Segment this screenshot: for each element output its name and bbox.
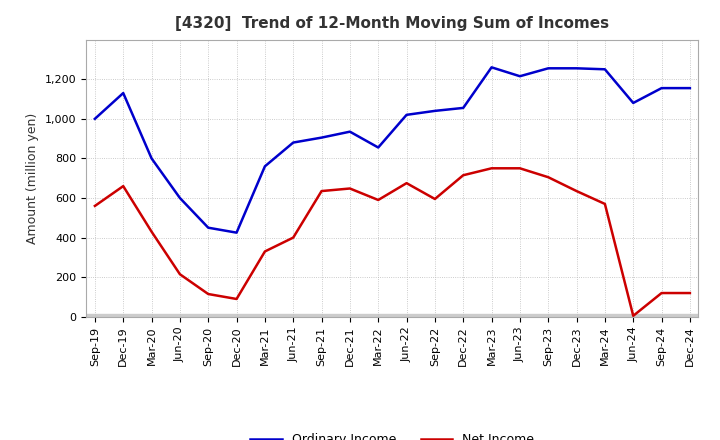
Line: Net Income: Net Income — [95, 168, 690, 316]
Ordinary Income — [544, 66, 552, 71]
Ordinary Income — [657, 85, 666, 91]
Line: Ordinary Income: Ordinary Income — [95, 67, 690, 233]
Ordinary Income — [431, 108, 439, 114]
Ordinary Income — [119, 90, 127, 95]
Net Income — [233, 297, 241, 302]
Bar — [86, 314, 698, 323]
Net Income — [289, 235, 297, 240]
Net Income — [176, 271, 184, 277]
Ordinary Income — [374, 145, 382, 150]
Net Income — [261, 249, 269, 254]
Ordinary Income — [346, 129, 354, 134]
Net Income — [318, 188, 326, 194]
Ordinary Income — [289, 140, 297, 145]
Ordinary Income — [402, 112, 411, 117]
Ordinary Income — [685, 85, 694, 91]
Net Income — [544, 175, 552, 180]
Net Income — [459, 172, 467, 178]
Ordinary Income — [572, 66, 581, 71]
Net Income — [657, 290, 666, 296]
Ordinary Income — [600, 66, 609, 72]
Ordinary Income — [204, 225, 212, 230]
Net Income — [346, 186, 354, 191]
Title: [4320]  Trend of 12-Month Moving Sum of Incomes: [4320] Trend of 12-Month Moving Sum of I… — [176, 16, 609, 32]
Ordinary Income — [459, 105, 467, 110]
Ordinary Income — [148, 156, 156, 161]
Net Income — [516, 165, 524, 171]
Ordinary Income — [487, 65, 496, 70]
Legend: Ordinary Income, Net Income: Ordinary Income, Net Income — [246, 429, 539, 440]
Net Income — [629, 313, 637, 319]
Net Income — [91, 203, 99, 209]
Ordinary Income — [91, 116, 99, 121]
Net Income — [600, 201, 609, 206]
Net Income — [119, 183, 127, 189]
Net Income — [572, 188, 581, 194]
Ordinary Income — [233, 230, 241, 235]
Ordinary Income — [516, 73, 524, 79]
Net Income — [487, 165, 496, 171]
Net Income — [431, 196, 439, 202]
Ordinary Income — [261, 164, 269, 169]
Ordinary Income — [176, 195, 184, 201]
Net Income — [148, 229, 156, 234]
Net Income — [374, 197, 382, 202]
Net Income — [402, 180, 411, 186]
Ordinary Income — [318, 135, 326, 140]
Y-axis label: Amount (million yen): Amount (million yen) — [27, 113, 40, 244]
Net Income — [685, 290, 694, 296]
Net Income — [204, 291, 212, 297]
Ordinary Income — [629, 100, 637, 106]
